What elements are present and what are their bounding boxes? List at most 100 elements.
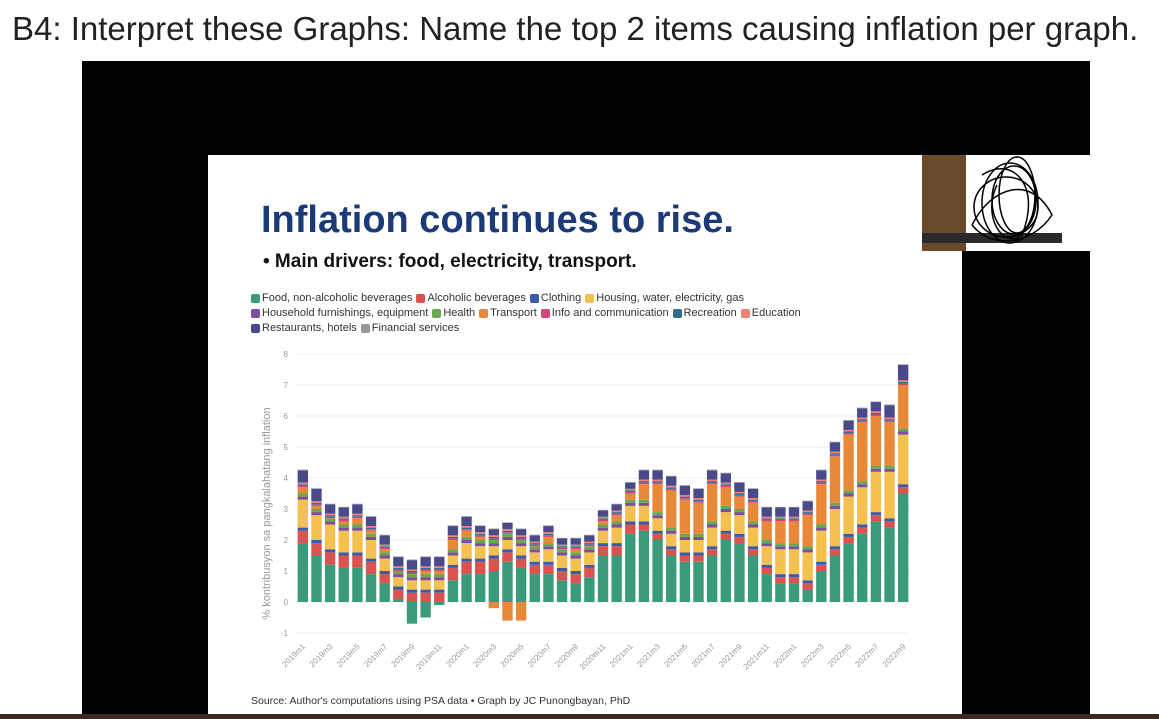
- bar-segment: [897, 431, 909, 435]
- bar-segment: [556, 555, 568, 568]
- y-tick-label: 4: [284, 474, 289, 483]
- bar-segment: [324, 518, 336, 522]
- bar-segment: [802, 552, 813, 581]
- bar-segment: [488, 602, 500, 609]
- bar-segment: [679, 540, 691, 553]
- bar-segment: [706, 470, 718, 480]
- legend-label: Info and communication: [551, 307, 669, 319]
- bar-segment: [502, 549, 513, 553]
- bar-segment: [393, 557, 404, 567]
- bar-segment: [556, 538, 568, 545]
- bar-segment: [352, 516, 363, 519]
- bar-segment: [761, 506, 772, 508]
- bar-segment: [297, 530, 309, 544]
- x-tick-label: 2021m5: [662, 642, 689, 669]
- legend-item: Info and communication: [540, 306, 669, 321]
- bar-segment: [747, 527, 759, 547]
- legend-label: Household furnishings, equipment: [262, 307, 429, 319]
- bar-segment: [829, 549, 841, 556]
- legend-item: Education: [740, 306, 801, 321]
- bar-segment: [857, 487, 868, 525]
- bar-segment: [502, 561, 513, 602]
- bar-segment: [693, 533, 704, 537]
- bar-segment: [802, 589, 813, 602]
- bar-segment: [706, 479, 718, 482]
- bar-segment: [365, 516, 377, 517]
- bar-segment: [816, 524, 827, 528]
- bar-segment: [870, 416, 882, 466]
- bar-segment: [543, 549, 554, 562]
- bar-segment: [638, 505, 650, 522]
- bar-segment: [434, 567, 445, 570]
- bar-segment: [638, 469, 650, 471]
- bar-segment: [884, 405, 895, 418]
- bar-segment: [788, 516, 800, 519]
- bar-segment: [788, 521, 800, 544]
- bar-segment: [693, 561, 704, 602]
- bar-segment: [693, 488, 704, 489]
- bar-segment: [761, 518, 772, 520]
- bar-segment: [379, 571, 390, 575]
- bar-segment: [884, 518, 895, 522]
- bar-segment: [897, 493, 909, 602]
- bar-segment: [461, 529, 472, 531]
- bar-segment: [502, 530, 513, 533]
- legend-swatch: [360, 324, 370, 333]
- bar-segment: [352, 530, 363, 553]
- bar-segment: [775, 546, 786, 550]
- bar-segment: [488, 546, 500, 556]
- bar-segment: [706, 481, 718, 483]
- bar-segment: [420, 580, 431, 590]
- bar-segment: [515, 558, 527, 568]
- x-tick-label: 2019m9: [390, 642, 417, 669]
- bar-segment: [515, 602, 527, 621]
- bar-segment: [434, 556, 445, 558]
- bar-segment: [434, 602, 445, 606]
- bar-segment: [502, 529, 513, 531]
- x-tick-label: 2020m1: [444, 642, 471, 669]
- bar-segment: [365, 516, 377, 527]
- bar-segment: [475, 532, 486, 534]
- bar-segment: [556, 537, 568, 539]
- bar-segment: [802, 580, 813, 584]
- bar-segment: [475, 526, 486, 533]
- bar-segment: [447, 525, 459, 527]
- bar-segment: [488, 535, 500, 537]
- bar-segment: [734, 533, 745, 537]
- bar-segment: [297, 482, 309, 485]
- bar-segment: [515, 536, 527, 539]
- bar-segment: [597, 524, 609, 528]
- bar-segment: [324, 521, 336, 525]
- bar-segment: [720, 530, 731, 534]
- bar-segment: [570, 538, 581, 545]
- bar-segment: [324, 564, 336, 602]
- bar-segment: [447, 555, 459, 565]
- bar-segment: [788, 546, 800, 550]
- bar-segment: [788, 577, 800, 584]
- bar-segment: [611, 527, 622, 544]
- bar-segment: [638, 484, 650, 500]
- bar-segment: [597, 518, 609, 520]
- bar-segment: [679, 496, 691, 499]
- bar-segment: [884, 404, 895, 406]
- y-tick-label: 2: [284, 536, 289, 545]
- bar-segment: [338, 519, 349, 522]
- legend-swatch: [540, 309, 550, 318]
- bar-segment: [365, 574, 377, 602]
- bar-segment: [502, 540, 513, 550]
- x-tick-label: 2022m5: [826, 642, 853, 669]
- x-tick-label: 2020m5: [499, 642, 526, 669]
- bar-segment: [338, 516, 349, 519]
- webcam-thumbnail: [922, 155, 1090, 251]
- bar-segment: [775, 516, 786, 519]
- legend-label: Recreation: [683, 307, 737, 319]
- bar-segment: [788, 518, 800, 520]
- legend-label: Alcoholic beverages: [427, 292, 526, 304]
- bar-segment: [461, 561, 472, 575]
- bar-segment: [324, 503, 336, 505]
- bottom-border: [0, 714, 1159, 719]
- bar-segment: [816, 561, 827, 565]
- bar-segment: [652, 512, 663, 516]
- bar-segment: [734, 536, 745, 544]
- bar-segment: [338, 507, 349, 517]
